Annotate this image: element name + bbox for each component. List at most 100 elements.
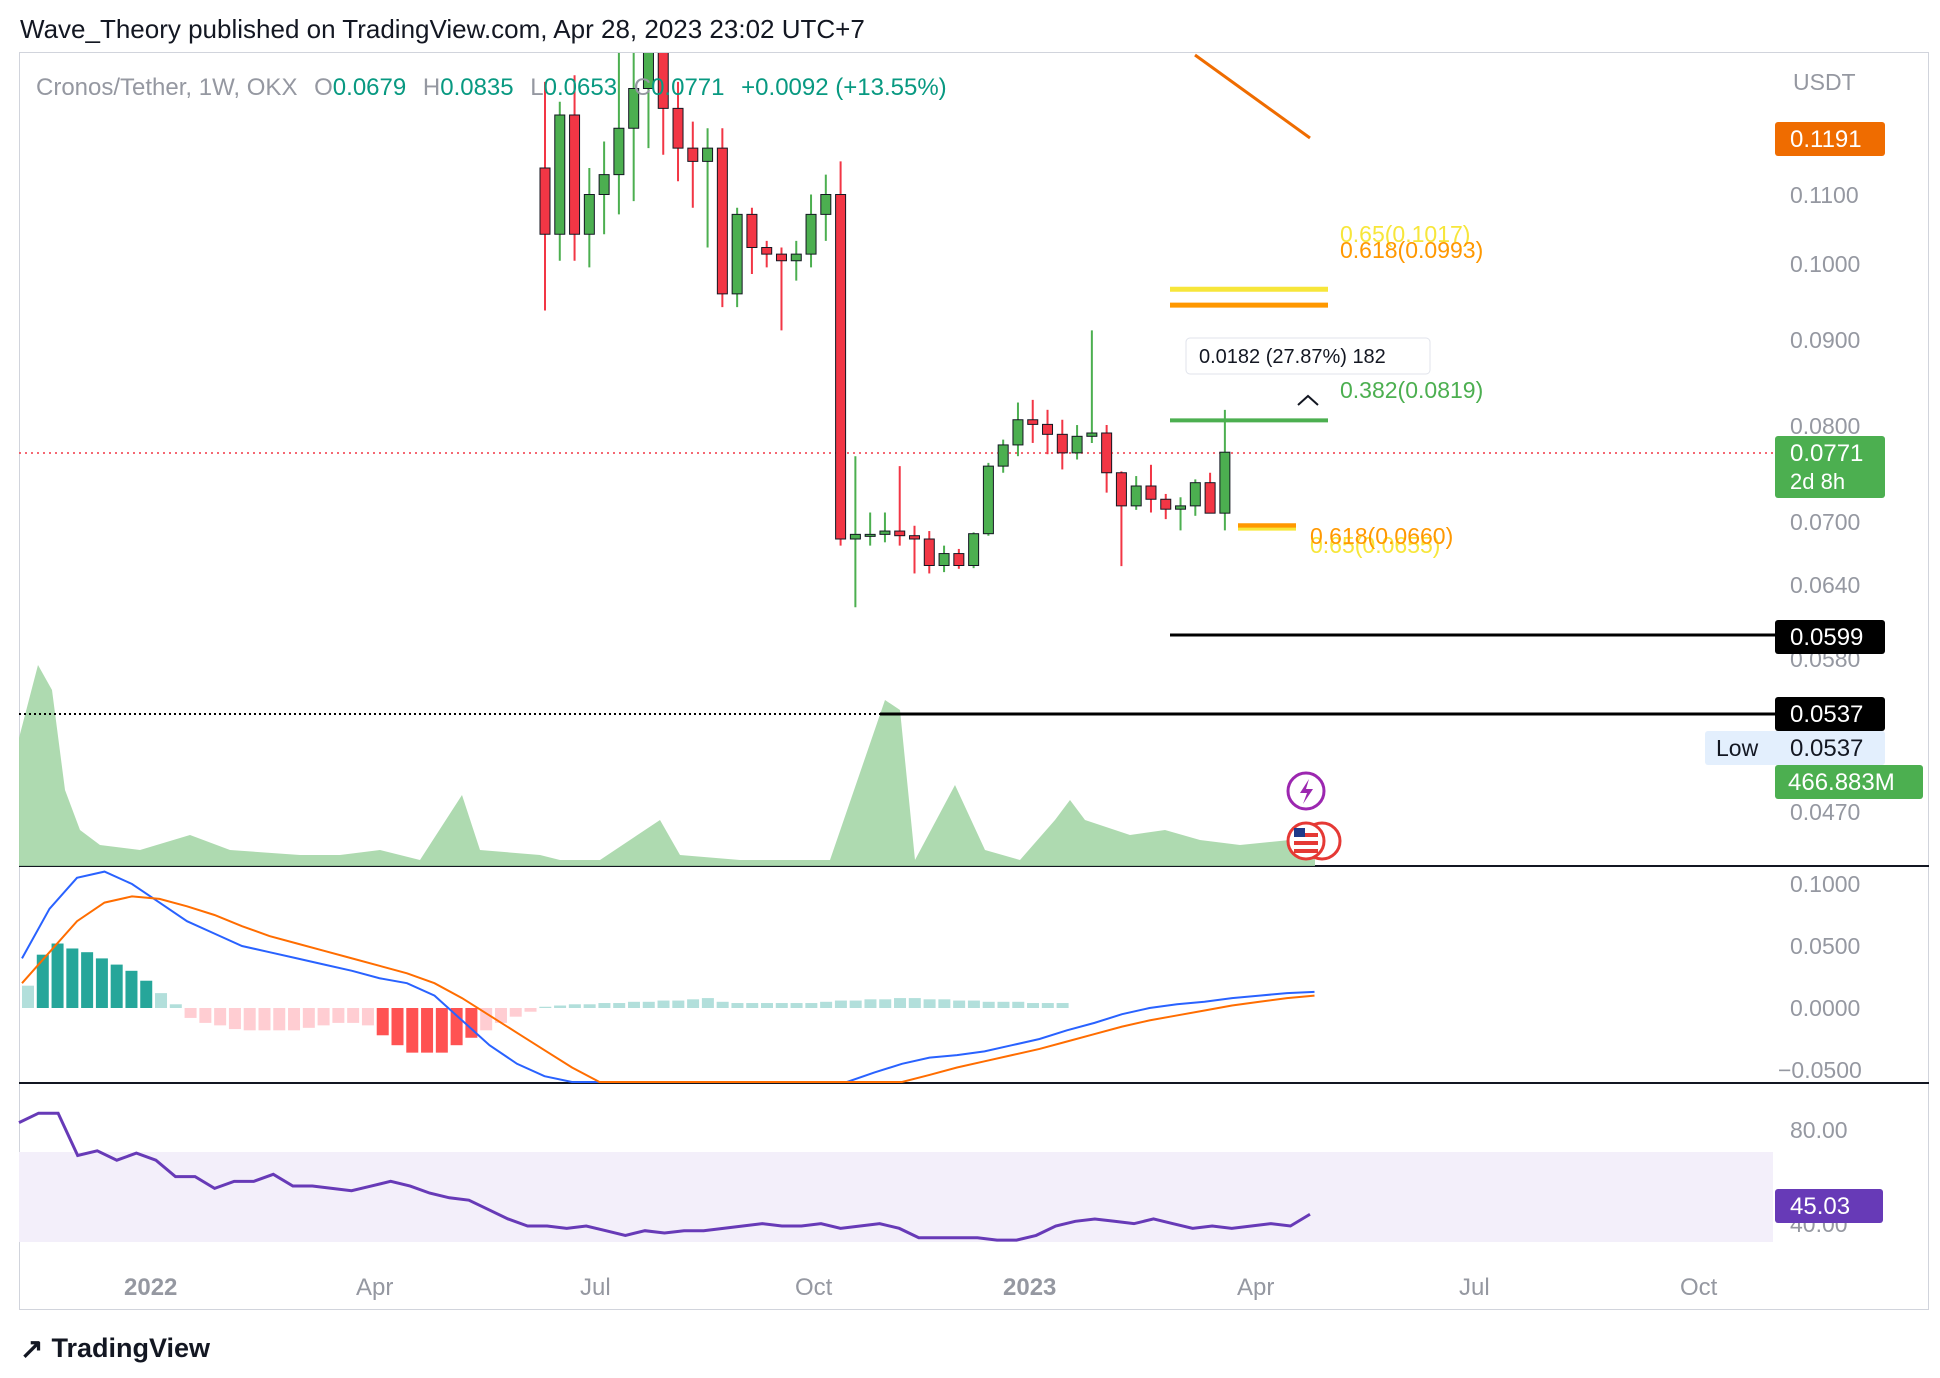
macd-histogram-bar (805, 1003, 818, 1008)
candle-body (1145, 485, 1157, 500)
macd-histogram-bar (1041, 1003, 1054, 1008)
time-axis-label: Oct (1680, 1274, 1718, 1301)
candle-body (820, 194, 832, 215)
macd-histogram-bar (199, 1008, 212, 1023)
footer-brand: ↗ TradingView (20, 1332, 210, 1365)
macd-histogram-bar (288, 1008, 301, 1031)
candle-body (702, 147, 714, 162)
macd-histogram-bar (95, 958, 108, 1008)
candle-body (968, 533, 980, 567)
fib-label-065-low: 0.65(0.0655) (1310, 532, 1440, 558)
price-axis-label: 0.1000 (1790, 251, 1860, 277)
footer-brand-text: TradingView (51, 1333, 211, 1363)
time-axis-label: Oct (795, 1274, 833, 1301)
moving-average (1194, 53, 1311, 140)
candle-body (1204, 482, 1216, 514)
macd-histogram-bar (879, 999, 892, 1008)
price-axis-label: 0.0470 (1790, 799, 1860, 825)
candle-body (746, 213, 758, 248)
macd-histogram-bar (332, 1008, 345, 1023)
candle-body (598, 174, 610, 195)
macd-histogram-bar (228, 1008, 241, 1030)
fib-label-0618-low: 0.618(0.0660) (1310, 523, 1453, 549)
level-lines (19, 286, 1775, 716)
candle-body (1189, 482, 1201, 507)
macd-histogram-bar (554, 1005, 567, 1008)
candle-body (1101, 432, 1113, 474)
low-value: 0.0653 (544, 74, 617, 101)
macd-histogram-bar (953, 1000, 966, 1008)
candle-body (805, 213, 817, 255)
macd-histogram-bar (864, 999, 877, 1008)
macd-line (21, 870, 1315, 1083)
candles (539, 53, 1231, 608)
candle-body (1042, 423, 1054, 435)
fib-label-0382: 0.382(0.0819) (1340, 377, 1483, 403)
macd-histogram-bar (347, 1008, 360, 1023)
candle-body (894, 530, 906, 537)
svg-text:Cronos/Tether, 1W, OKX O0.: Cronos/Tether, 1W, OKX O0.0679 H0.0835 L… (36, 74, 947, 101)
candle-body (997, 444, 1009, 467)
price-axis-label: 0.1100 (1790, 182, 1859, 208)
macd-histogram-bar (480, 1008, 493, 1031)
macd-histogram-bar (701, 998, 714, 1008)
measure-box-text: 0.0182 (27.87%) 182 (1199, 346, 1386, 368)
high-label: H (423, 74, 440, 101)
rsi-axis-label: 80.00 (1790, 1117, 1848, 1143)
change-value: +0.0092 (+13.55%) (741, 74, 947, 101)
macd-histogram-bar (110, 964, 123, 1008)
macd-histogram-bar (967, 1000, 980, 1008)
macd-histogram-bar (657, 1000, 670, 1008)
price-axis-label: 0.0700 (1790, 509, 1860, 535)
macd-histogram-bar (36, 954, 49, 1008)
open-label: O (314, 74, 333, 101)
ma-price-badge (1775, 122, 1885, 156)
last-price-badge (1775, 436, 1885, 498)
volume-area (19, 665, 1315, 866)
candle-body (1012, 419, 1024, 446)
candle-body (864, 533, 876, 537)
macd-histogram-bar (938, 999, 951, 1008)
close-value: 0.0771 (651, 74, 724, 101)
us-flag-icon[interactable] (1286, 821, 1342, 861)
macd-histogram-bar (790, 1003, 803, 1008)
support-badge-2-text: 0.0537 (1790, 701, 1863, 728)
candle-body (657, 53, 669, 109)
candle-body (1219, 451, 1231, 514)
macd-histogram-bar (642, 1001, 655, 1008)
macd-histogram-bar (761, 1003, 773, 1008)
macd-axis-label: 0.0500 (1790, 933, 1860, 959)
macd-histogram-bar (672, 1000, 685, 1008)
volume-badge-text: 466.883M (1788, 769, 1895, 796)
macd-histogram-bar (982, 1001, 995, 1008)
macd-histogram-bar (908, 998, 921, 1008)
moving-average-line (1194, 53, 1311, 140)
macd-histogram-bar (317, 1008, 330, 1026)
macd-histogram-bar (583, 1004, 596, 1008)
macd-histogram-bar (820, 1001, 833, 1008)
macd-histogram-bar (169, 1004, 182, 1008)
candle-body (1130, 485, 1142, 507)
macd-histogram-bar (243, 1008, 256, 1031)
macd-histogram-bar (406, 1008, 419, 1053)
lightning-icon[interactable] (1286, 771, 1326, 811)
macd-histogram-bar (834, 1000, 847, 1008)
candle-body (1160, 498, 1172, 510)
macd-histogram-bar (81, 952, 94, 1008)
candle-body (539, 167, 551, 235)
candle-body (628, 88, 640, 129)
macd-histogram-bar (923, 999, 936, 1008)
low-badge (1705, 731, 1885, 765)
macd-histogram-bar (627, 1001, 640, 1008)
macd-histogram-bar (258, 1008, 271, 1031)
macd-histogram-bar (997, 1001, 1010, 1008)
macd-histogram-bar (509, 1008, 522, 1017)
macd-histogram-bar (539, 1006, 552, 1008)
publisher-line: Wave_Theory published on TradingView.com… (20, 14, 865, 44)
candle-body (716, 147, 728, 295)
candle-body (1056, 433, 1068, 454)
low-badge-value: 0.0537 (1790, 735, 1863, 762)
macd-histogram-bar (435, 1008, 448, 1053)
candle-body (672, 107, 684, 149)
